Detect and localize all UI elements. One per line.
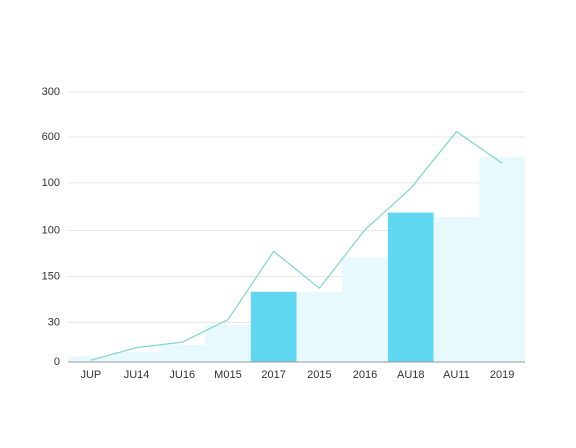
x-tick-label: JU16 bbox=[169, 369, 195, 381]
line bbox=[90, 130, 503, 361]
bar bbox=[159, 344, 206, 362]
y-tick-label: 300 bbox=[42, 86, 60, 98]
bar bbox=[387, 212, 434, 362]
y-tick-label: 0 bbox=[54, 356, 60, 368]
bar bbox=[250, 291, 297, 362]
x-tick-label: 2015 bbox=[307, 369, 331, 381]
bar bbox=[296, 291, 343, 362]
y-tick-label: 600 bbox=[42, 131, 60, 143]
y-tick-label: 150 bbox=[42, 270, 60, 282]
x-tick-label: 2017 bbox=[261, 369, 285, 381]
bar bbox=[433, 217, 480, 362]
bar bbox=[479, 156, 525, 362]
x-tick-label: 2019 bbox=[490, 369, 514, 381]
y-tick-label: 100 bbox=[42, 177, 60, 189]
bar bbox=[68, 356, 114, 362]
x-tick-label: AU18 bbox=[397, 369, 425, 381]
y-tick-label: 30 bbox=[48, 316, 60, 328]
bar bbox=[342, 257, 388, 362]
bar bbox=[205, 325, 251, 362]
x-tick-label: 2016 bbox=[353, 369, 377, 381]
bar bbox=[113, 352, 160, 362]
x-tick-label: AU11 bbox=[443, 369, 470, 381]
x-tick-label: M015 bbox=[214, 369, 242, 381]
x-tick-label: JU14 bbox=[124, 369, 150, 381]
x-tick-label: JUP bbox=[80, 369, 101, 381]
y-tick-label: 100 bbox=[42, 225, 60, 237]
